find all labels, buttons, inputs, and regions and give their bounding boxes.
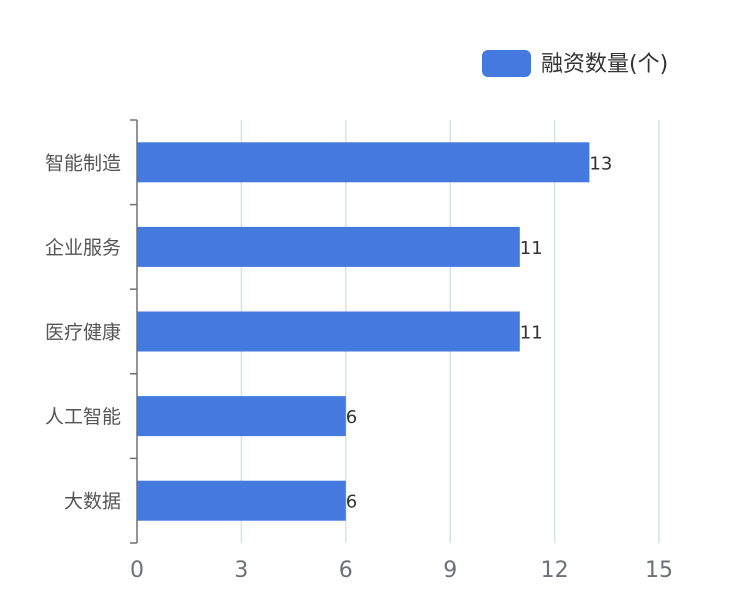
bar[interactable] bbox=[137, 142, 590, 183]
category-label: 企业服务 bbox=[45, 237, 121, 259]
y-axis bbox=[130, 119, 138, 544]
value-label: 13 bbox=[589, 153, 612, 174]
category-label: 人工智能 bbox=[45, 406, 121, 428]
value-labels: 13 11 11 6 6 bbox=[346, 153, 613, 512]
x-tick-label: 6 bbox=[339, 558, 353, 583]
bar[interactable] bbox=[137, 480, 346, 521]
legend-label[interactable]: 融资数量(个) bbox=[541, 52, 668, 77]
category-label: 大数据 bbox=[64, 491, 121, 513]
bar[interactable] bbox=[137, 396, 346, 437]
x-tick-label: 15 bbox=[645, 558, 673, 583]
legend-swatch[interactable] bbox=[482, 50, 531, 77]
x-tick-label: 0 bbox=[130, 558, 144, 583]
value-label: 11 bbox=[520, 238, 543, 259]
value-label: 11 bbox=[520, 323, 543, 344]
category-label: 智能制造 bbox=[45, 152, 121, 174]
bar[interactable] bbox=[137, 311, 520, 352]
x-tick-label: 3 bbox=[234, 558, 248, 583]
x-tick-label: 12 bbox=[541, 558, 569, 583]
legend[interactable]: 融资数量(个) bbox=[482, 50, 668, 77]
value-label: 6 bbox=[346, 407, 357, 428]
bars bbox=[137, 142, 590, 521]
x-tick-labels: 0 3 6 9 12 15 bbox=[130, 558, 673, 583]
category-label: 医疗健康 bbox=[45, 322, 121, 344]
value-label: 6 bbox=[346, 492, 357, 513]
x-tick-label: 9 bbox=[443, 558, 457, 583]
bar[interactable] bbox=[137, 226, 520, 267]
